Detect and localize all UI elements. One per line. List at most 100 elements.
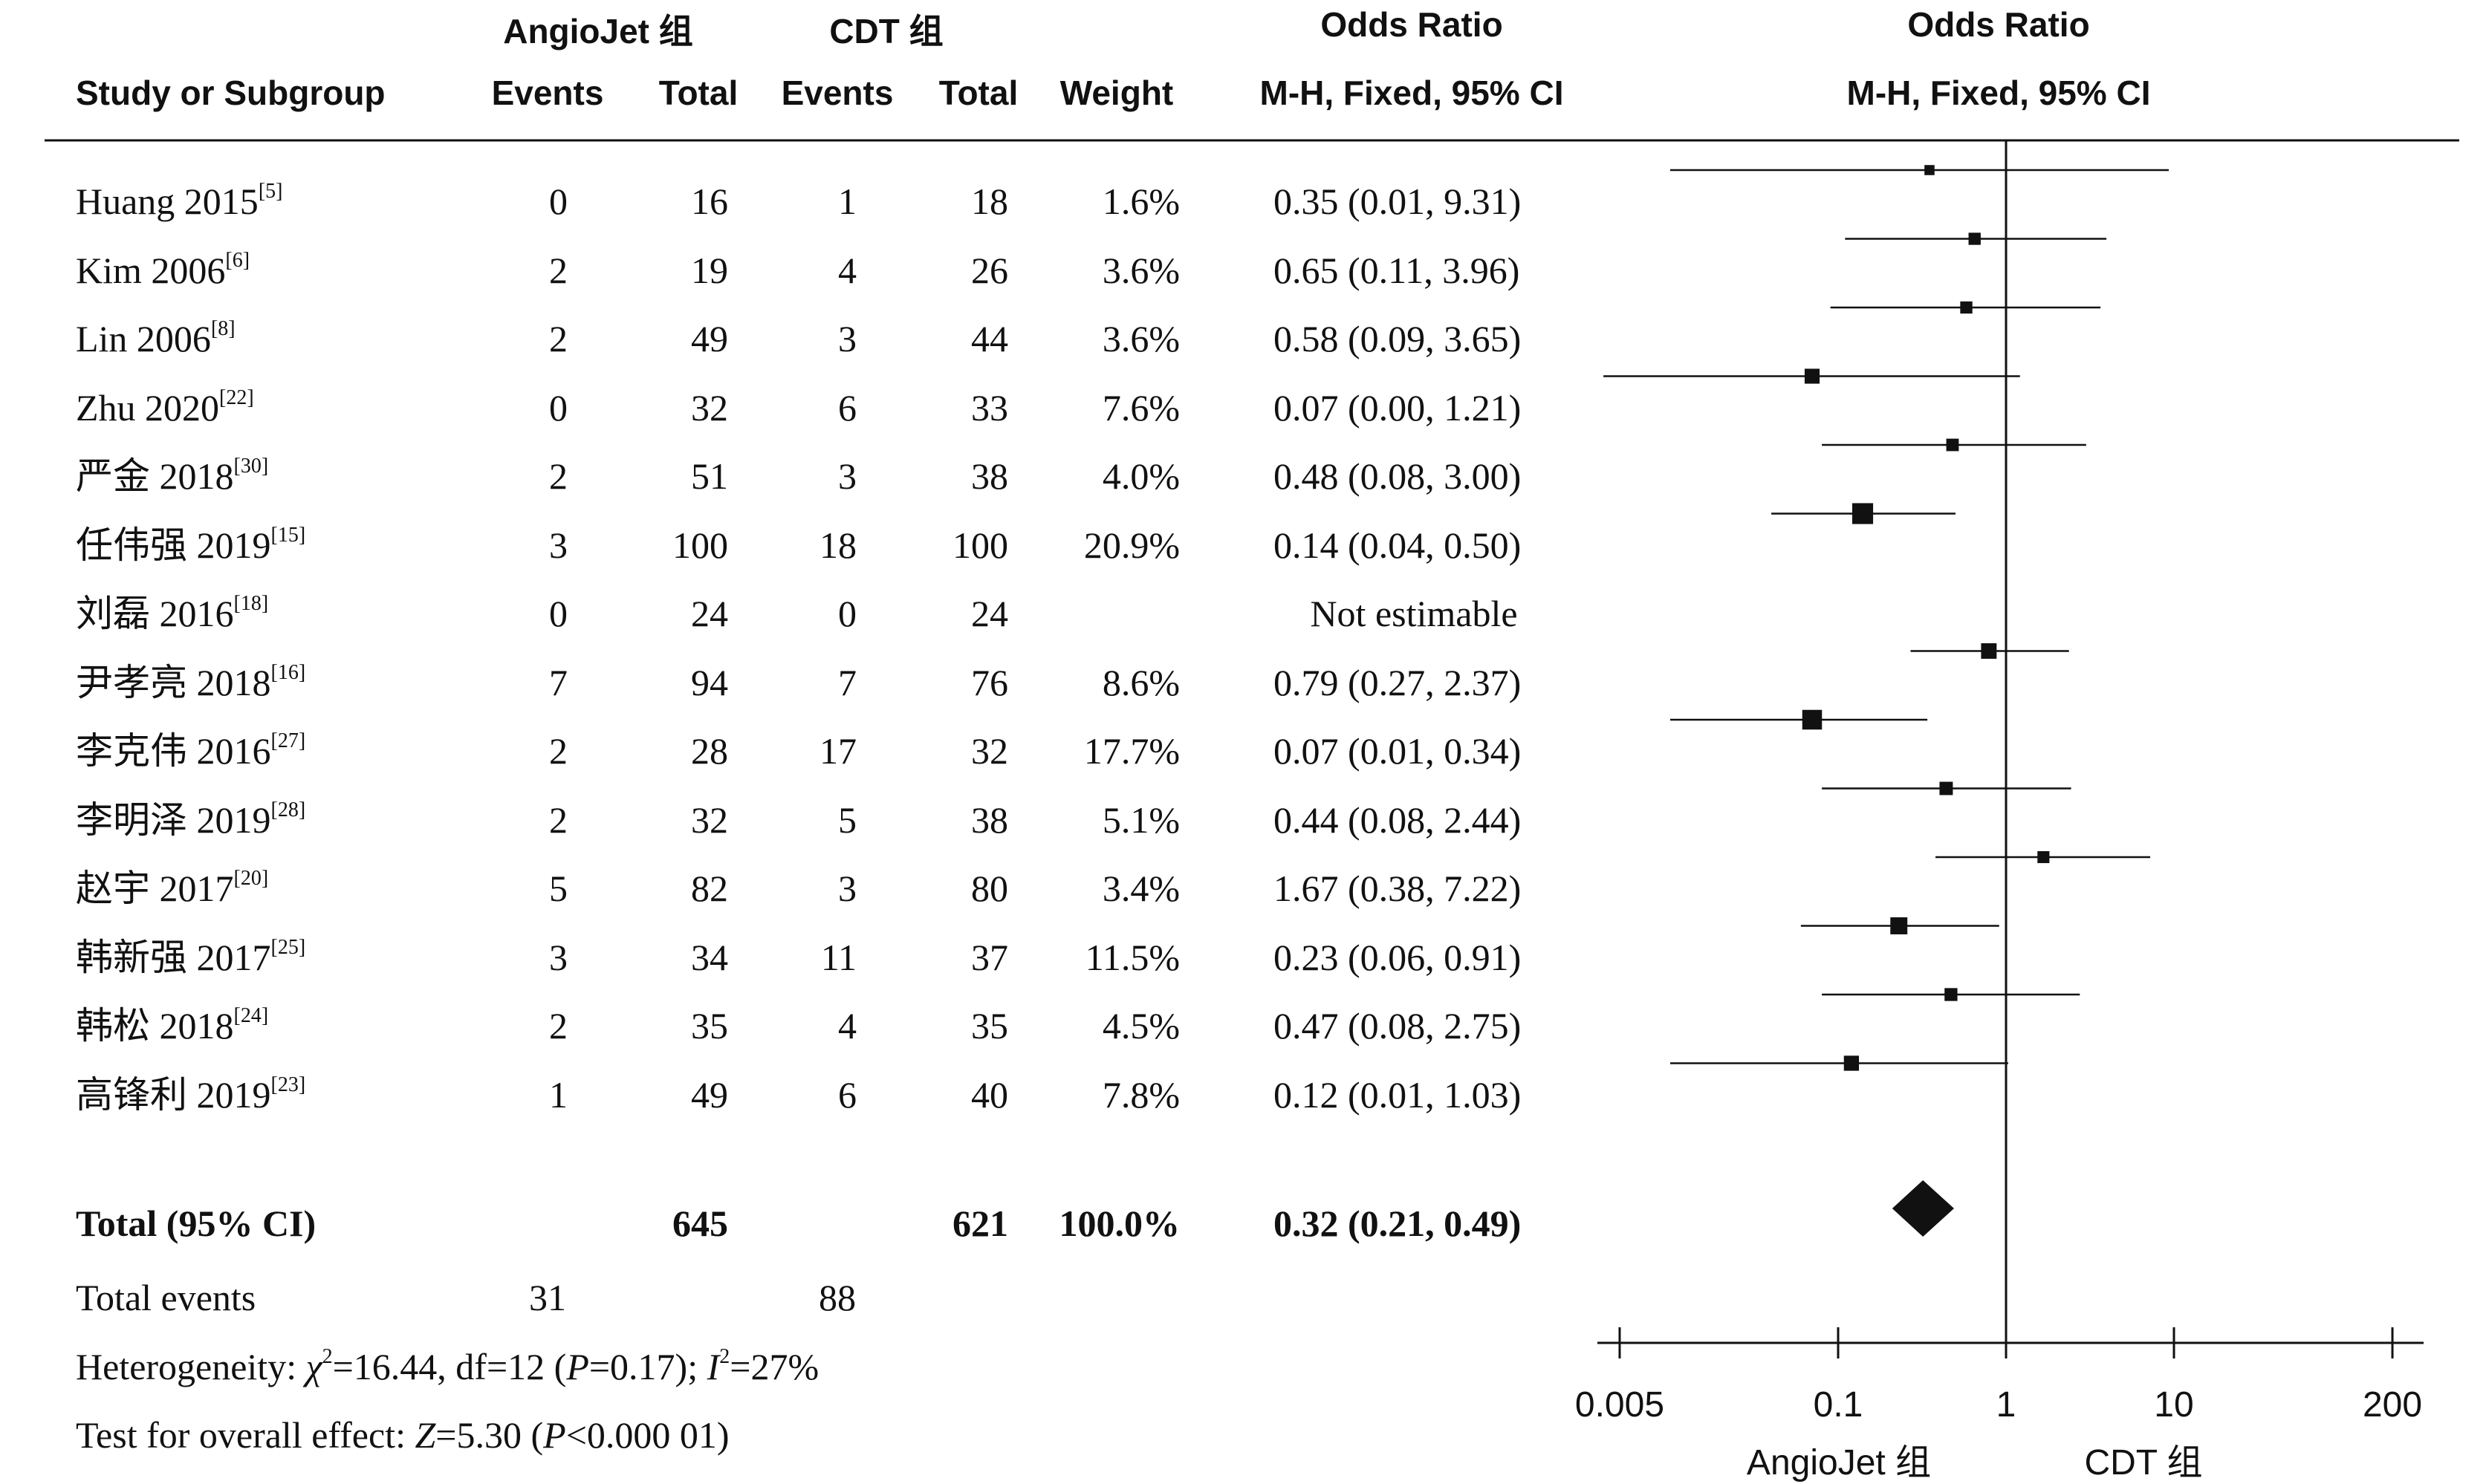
group1-header: AngioJet 组 [503, 12, 693, 51]
study-column-header: Study or Subgroup [76, 74, 386, 112]
point-estimate [1804, 368, 1820, 384]
weight: 11.5% [1085, 937, 1180, 978]
weight: 7.8% [1102, 1074, 1180, 1116]
total-weight: 100.0% [1059, 1203, 1181, 1244]
events1: 0 [549, 180, 568, 222]
total1: 82 [691, 868, 728, 909]
events2: 3 [838, 868, 857, 909]
events1: 3 [549, 524, 568, 566]
study-name: 李明泽 2019[28] [76, 798, 306, 841]
or-header: Odds Ratio [1320, 5, 1503, 44]
events2: 3 [838, 455, 857, 497]
weight-column-header: Weight [1059, 74, 1174, 112]
total2-column-header: Total [938, 74, 1019, 112]
total2: 24 [971, 593, 1008, 634]
weight: 3.4% [1102, 868, 1180, 909]
events1: 3 [549, 937, 568, 978]
weight: 17.7% [1083, 730, 1180, 772]
study-name: 刘磊 2016[18] [76, 592, 269, 634]
events1: 2 [549, 250, 568, 291]
events2: 18 [820, 524, 857, 566]
events2: 4 [838, 250, 857, 291]
ci: 0.14 (0.04, 0.50) [1273, 524, 1522, 566]
total2: 35 [971, 1005, 1008, 1047]
ci: 1.67 (0.38, 7.22) [1273, 868, 1522, 909]
reference: [20] [233, 867, 269, 890]
weight: 4.5% [1102, 1005, 1180, 1047]
reference: [8] [210, 317, 236, 340]
events2: 7 [838, 662, 857, 703]
heterogeneity-line: Heterogeneity: χ2=16.44, df=12 (P=0.17);… [76, 1345, 820, 1387]
total1: 94 [691, 662, 728, 703]
ci: 0.48 (0.08, 3.00) [1273, 455, 1522, 497]
total1: 28 [691, 730, 728, 772]
group2-header: CDT 组 [829, 12, 944, 51]
total-ci: 0.32 (0.21, 0.49) [1273, 1203, 1522, 1244]
total2: 44 [971, 318, 1008, 359]
total-events-1: 31 [529, 1277, 566, 1318]
weight: 20.9% [1083, 524, 1180, 566]
point-estimate [1802, 709, 1823, 730]
ci: 0.44 (0.08, 2.44) [1273, 799, 1522, 841]
point-estimate [1939, 781, 1953, 795]
ci: 0.65 (0.11, 3.96) [1273, 250, 1520, 291]
point-estimate [1960, 301, 1973, 314]
total2: 38 [971, 455, 1008, 497]
reference: [30] [233, 455, 269, 478]
point-estimate [1968, 232, 1981, 245]
events2: 4 [838, 1005, 857, 1047]
method-column-header: M-H, Fixed, 95% CI [1259, 74, 1564, 112]
total1: 100 [672, 524, 728, 566]
weight: 5.1% [1102, 799, 1180, 841]
pooled-diamond [1892, 1180, 1954, 1237]
ci: 0.35 (0.01, 9.31) [1273, 180, 1522, 222]
reference: [28] [270, 798, 306, 821]
overall-effect-line: Test for overall effect: Z=5.30 (P<0.000… [76, 1414, 730, 1456]
events2: 11 [820, 937, 857, 978]
ci: Not estimable [1310, 593, 1518, 634]
total1-column-header: Total [658, 74, 739, 112]
events2: 0 [838, 593, 857, 634]
ci: 0.58 (0.09, 3.65) [1273, 318, 1522, 359]
total-t2: 621 [952, 1203, 1008, 1244]
study-name: 赵宇 2017[20] [76, 867, 269, 909]
x-tick-label: 200 [2362, 1385, 2423, 1425]
events1: 2 [549, 455, 568, 497]
total1: 35 [691, 1005, 728, 1047]
weight: 7.6% [1102, 387, 1180, 429]
point-estimate [1843, 1055, 1860, 1071]
study-name: Lin 2006[8] [76, 317, 236, 359]
study-name: 尹孝亮 2018[16] [76, 661, 306, 703]
total1: 49 [691, 318, 728, 359]
events2: 6 [838, 1074, 857, 1116]
x-tick-label: 10 [2154, 1385, 2194, 1425]
ci: 0.47 (0.08, 2.75) [1273, 1005, 1522, 1047]
weight: 3.6% [1102, 318, 1180, 359]
total1: 32 [691, 387, 728, 429]
ci: 0.79 (0.27, 2.37) [1273, 662, 1522, 703]
events1: 7 [549, 662, 568, 703]
total1: 16 [691, 180, 728, 222]
x-tick-label: 0.005 [1574, 1385, 1665, 1425]
total-label: Total (95% CI) [76, 1203, 317, 1244]
weight: 4.0% [1102, 455, 1180, 497]
reference: [18] [233, 592, 269, 615]
point-estimate [1944, 988, 1958, 1001]
study-name: Huang 2015[5] [76, 180, 283, 222]
total-events-2: 88 [819, 1277, 856, 1318]
total2: 76 [971, 662, 1008, 703]
study-name: 韩松 2018[24] [76, 1004, 269, 1047]
total2: 40 [971, 1074, 1008, 1116]
reference: [22] [219, 386, 254, 409]
point-estimate [1851, 503, 1874, 524]
ci: 0.12 (0.01, 1.03) [1273, 1074, 1522, 1116]
study-name: 韩新强 2017[25] [76, 936, 306, 978]
events1: 0 [549, 387, 568, 429]
weight: 3.6% [1102, 250, 1180, 291]
study-name: 高锋利 2019[23] [76, 1073, 306, 1116]
total1: 49 [691, 1074, 728, 1116]
x-tick-label: 1 [1996, 1385, 2016, 1425]
events1: 5 [549, 868, 568, 909]
reference: [6] [225, 249, 250, 272]
